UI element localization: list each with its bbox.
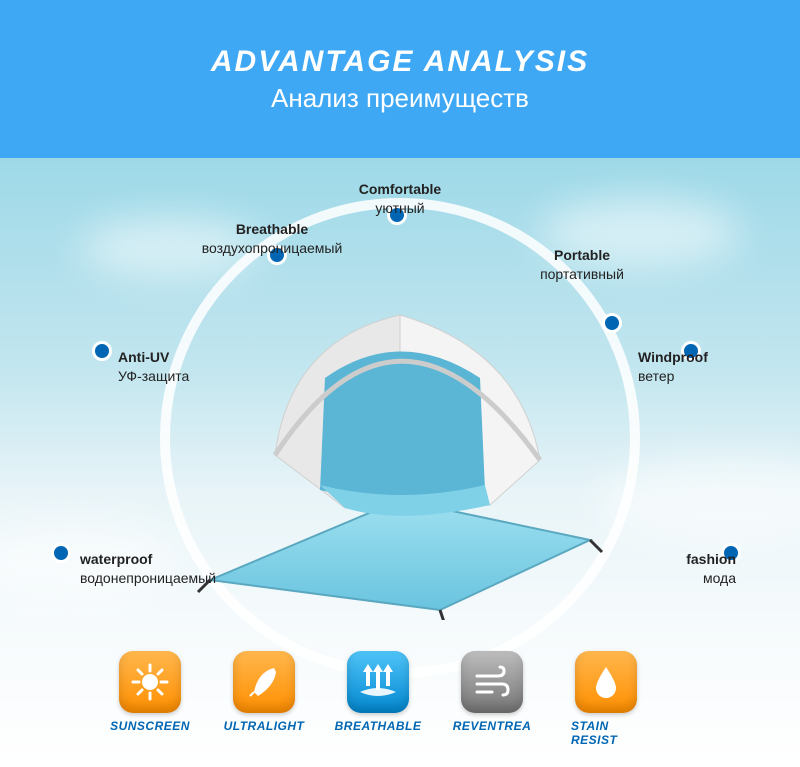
arrows-icon bbox=[356, 660, 400, 704]
icon-breathable: BREATHABLE bbox=[343, 651, 413, 747]
feature-label-ru: водонепроницаемый bbox=[80, 569, 216, 588]
icon-reventrea: REVENTREA bbox=[457, 651, 527, 747]
feature-label-en: Portable bbox=[482, 246, 682, 265]
wind-icon bbox=[472, 662, 512, 702]
page-title: ADVANTAGE ANALYSIS bbox=[211, 45, 589, 79]
icon-stain-resist: STAIN RESIST bbox=[571, 651, 641, 747]
page-subtitle: Анализ преимуществ bbox=[271, 83, 529, 114]
icon-label: BREATHABLE bbox=[335, 719, 422, 733]
icon-label: SUNSCREEN bbox=[110, 719, 190, 733]
feature-label-en: Anti-UV bbox=[118, 348, 189, 367]
main-diagram: Comfortable уютный Breathable воздухопро… bbox=[0, 158, 800, 767]
feature-dot-icon bbox=[51, 543, 71, 563]
feature-label-ru: УФ-защита bbox=[118, 367, 189, 386]
icon-label: REVENTREA bbox=[453, 719, 532, 733]
icon-row: SUNSCREEN ULTRALIGHT bbox=[115, 651, 800, 747]
feature-label-ru: воздухопроницаемый bbox=[172, 239, 372, 258]
icon-ultralight: ULTRALIGHT bbox=[229, 651, 299, 747]
feature-label-en: Windproof bbox=[638, 348, 708, 367]
feature-label-ru: портативный bbox=[482, 265, 682, 284]
icon-label: STAIN RESIST bbox=[571, 719, 641, 747]
header: ADVANTAGE ANALYSIS Анализ преимуществ bbox=[0, 0, 800, 158]
feature-label-en: waterproof bbox=[80, 550, 216, 569]
icon-label: ULTRALIGHT bbox=[224, 719, 305, 733]
feather-icon bbox=[244, 662, 284, 702]
feature-dot-icon bbox=[602, 313, 622, 333]
tent-icon bbox=[180, 280, 620, 620]
feature-label-en: fashion bbox=[686, 550, 736, 569]
feature-dot-icon bbox=[92, 341, 112, 361]
feature-label-ru: ветер bbox=[638, 367, 708, 386]
sun-icon bbox=[130, 662, 170, 702]
feature-label-en: Breathable bbox=[172, 220, 372, 239]
drop-icon bbox=[586, 662, 626, 702]
feature-label-ru: мода bbox=[686, 569, 736, 588]
feature-label-ru: уютный bbox=[300, 199, 500, 218]
feature-label-en: Comfortable bbox=[300, 180, 500, 199]
icon-sunscreen: SUNSCREEN bbox=[115, 651, 185, 747]
